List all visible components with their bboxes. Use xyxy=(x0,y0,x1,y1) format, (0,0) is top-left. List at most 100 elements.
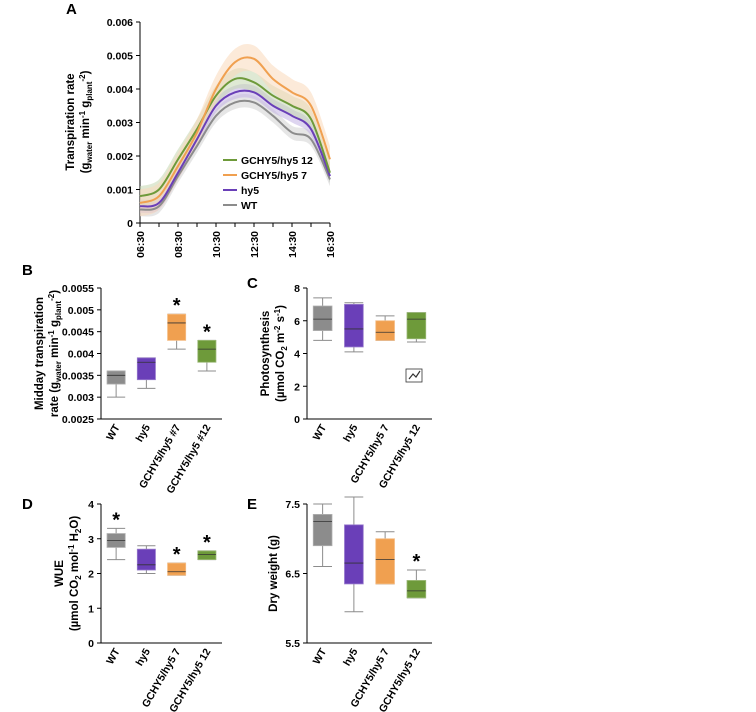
box-0 xyxy=(106,370,126,398)
box-body xyxy=(312,514,333,547)
y-tick-label: 6.5 xyxy=(285,569,300,581)
panel-label: E xyxy=(247,496,257,513)
series-line xyxy=(139,56,331,204)
legend-label: GCHY5/hy5 12 xyxy=(241,155,313,167)
panel-label: A xyxy=(66,1,77,18)
box-2: * xyxy=(167,544,187,576)
box-body xyxy=(344,303,364,348)
y-axis-units: rate (gwater min-1 gplant-2) xyxy=(47,290,63,417)
significance-star: * xyxy=(203,321,211,343)
legend-label: WT xyxy=(241,200,258,212)
box-2 xyxy=(375,315,395,341)
box-body xyxy=(406,312,427,340)
box-1 xyxy=(136,357,156,389)
series-line xyxy=(139,99,331,211)
x-tick-label: WT xyxy=(311,422,330,443)
x-tick-label: WT xyxy=(104,646,123,667)
box-1 xyxy=(136,545,156,574)
box-body xyxy=(167,562,187,576)
x-tick-label: WT xyxy=(311,646,330,667)
series-band xyxy=(140,83,330,214)
y-tick-label: 0.0035 xyxy=(62,370,94,382)
box-1 xyxy=(344,302,364,353)
box-3: * xyxy=(406,551,427,599)
x-tick-label: 14:30 xyxy=(287,231,299,258)
y-axis-label: Dry weight (g) xyxy=(268,535,280,612)
y-tick-label: 7.5 xyxy=(285,499,300,511)
box-2 xyxy=(375,531,395,585)
box-2: * xyxy=(167,295,187,350)
x-tick-label: 08:30 xyxy=(173,231,185,258)
box-body xyxy=(197,339,217,363)
x-tick-label: hy5 xyxy=(341,422,361,444)
y-tick-label: 0 xyxy=(88,638,94,650)
box-body xyxy=(406,580,427,599)
panel-label: D xyxy=(22,496,33,513)
legend-label: hy5 xyxy=(241,185,259,197)
y-tick-label: 3 xyxy=(88,534,94,546)
y-tick-label: 0.005 xyxy=(68,305,94,317)
box-body xyxy=(344,524,364,585)
series-line xyxy=(139,89,331,208)
box-3: * xyxy=(197,532,217,561)
box-body xyxy=(106,370,126,385)
box-0 xyxy=(312,503,333,568)
y-tick-label: 0.0045 xyxy=(62,327,94,339)
y-axis-units: (µmol CO2 mol-1 H2O) xyxy=(67,516,83,631)
y-tick-label: 0.0055 xyxy=(62,283,94,295)
y-tick-label: 0.003 xyxy=(107,118,133,130)
y-tick-label: 0 xyxy=(127,218,133,230)
y-tick-label: 0 xyxy=(294,414,300,426)
box-0 xyxy=(312,297,333,341)
box-body xyxy=(136,548,156,571)
y-tick-label: 5.5 xyxy=(285,638,300,650)
panel-label: C xyxy=(247,275,258,292)
x-tick-label: hy5 xyxy=(134,422,154,444)
y-axis-units: (µmol CO2 m-2 s-1) xyxy=(273,305,289,402)
y-tick-label: 4 xyxy=(88,499,94,511)
y-tick-label: 0.004 xyxy=(107,84,133,96)
y-tick-label: 0.0025 xyxy=(62,414,94,426)
box-body xyxy=(167,313,187,341)
y-tick-label: 0.005 xyxy=(107,51,133,63)
panel-label: B xyxy=(22,262,33,279)
box-body xyxy=(136,357,156,381)
y-tick-label: 0.004 xyxy=(68,349,94,361)
panel-A: A 0 0.001 0.002 0.003 0.004 0.005 0.006 06:30 08:… xyxy=(65,1,337,258)
x-tick-label: 06:30 xyxy=(135,231,147,258)
panel-B: B 0.0025 0.003 0.0035 0.004 0.0045 0.005 0.0055… xyxy=(22,262,222,496)
series-band xyxy=(140,68,330,207)
x-tick-label: 12:30 xyxy=(249,231,261,258)
box-body xyxy=(197,550,217,560)
y-tick-label: 2 xyxy=(88,569,94,581)
y-tick-label: 0.001 xyxy=(107,185,133,197)
y-axis-label: WUE xyxy=(54,560,66,587)
box-3 xyxy=(406,312,427,343)
box-3: * xyxy=(197,321,217,372)
significance-star: * xyxy=(173,295,181,317)
x-tick-label: WT xyxy=(104,422,123,443)
y-axis-label: Midday transpiration xyxy=(34,297,46,410)
y-tick-label: 0.006 xyxy=(107,17,133,29)
glyph-stroke xyxy=(408,370,421,380)
y-tick-label: 1 xyxy=(88,603,94,615)
y-tick-label: 2 xyxy=(294,381,300,393)
y-axis-label: Transpiration rate xyxy=(65,73,77,170)
x-tick-label: hy5 xyxy=(341,646,361,668)
box-body xyxy=(375,538,395,585)
embedded-glyph-icon xyxy=(405,368,423,383)
y-tick-label: 4 xyxy=(294,349,300,361)
x-tick-label: 10:30 xyxy=(211,231,223,258)
box-body xyxy=(375,320,395,341)
significance-star: * xyxy=(412,551,420,573)
significance-star: * xyxy=(203,532,211,554)
y-tick-label: 0.002 xyxy=(107,151,133,163)
y-tick-label: 6 xyxy=(294,316,300,328)
significance-star: * xyxy=(173,544,181,566)
x-tick-label: 16:30 xyxy=(325,231,337,258)
significance-star: * xyxy=(112,509,120,531)
